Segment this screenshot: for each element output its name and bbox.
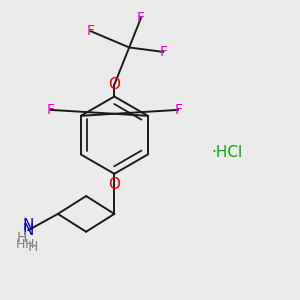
- Text: N: N: [22, 223, 34, 238]
- Text: H: H: [27, 240, 38, 254]
- Text: O: O: [108, 77, 120, 92]
- Text: O: O: [108, 177, 120, 192]
- Text: H: H: [17, 231, 27, 245]
- Text: H: H: [16, 238, 26, 251]
- Text: H: H: [25, 238, 34, 251]
- Text: N: N: [22, 218, 34, 233]
- Text: F: F: [46, 103, 54, 117]
- Text: F: F: [174, 103, 182, 117]
- Text: F: F: [87, 24, 94, 38]
- Text: F: F: [137, 11, 145, 25]
- Text: F: F: [159, 45, 167, 59]
- Text: ·HCl: ·HCl: [212, 146, 243, 160]
